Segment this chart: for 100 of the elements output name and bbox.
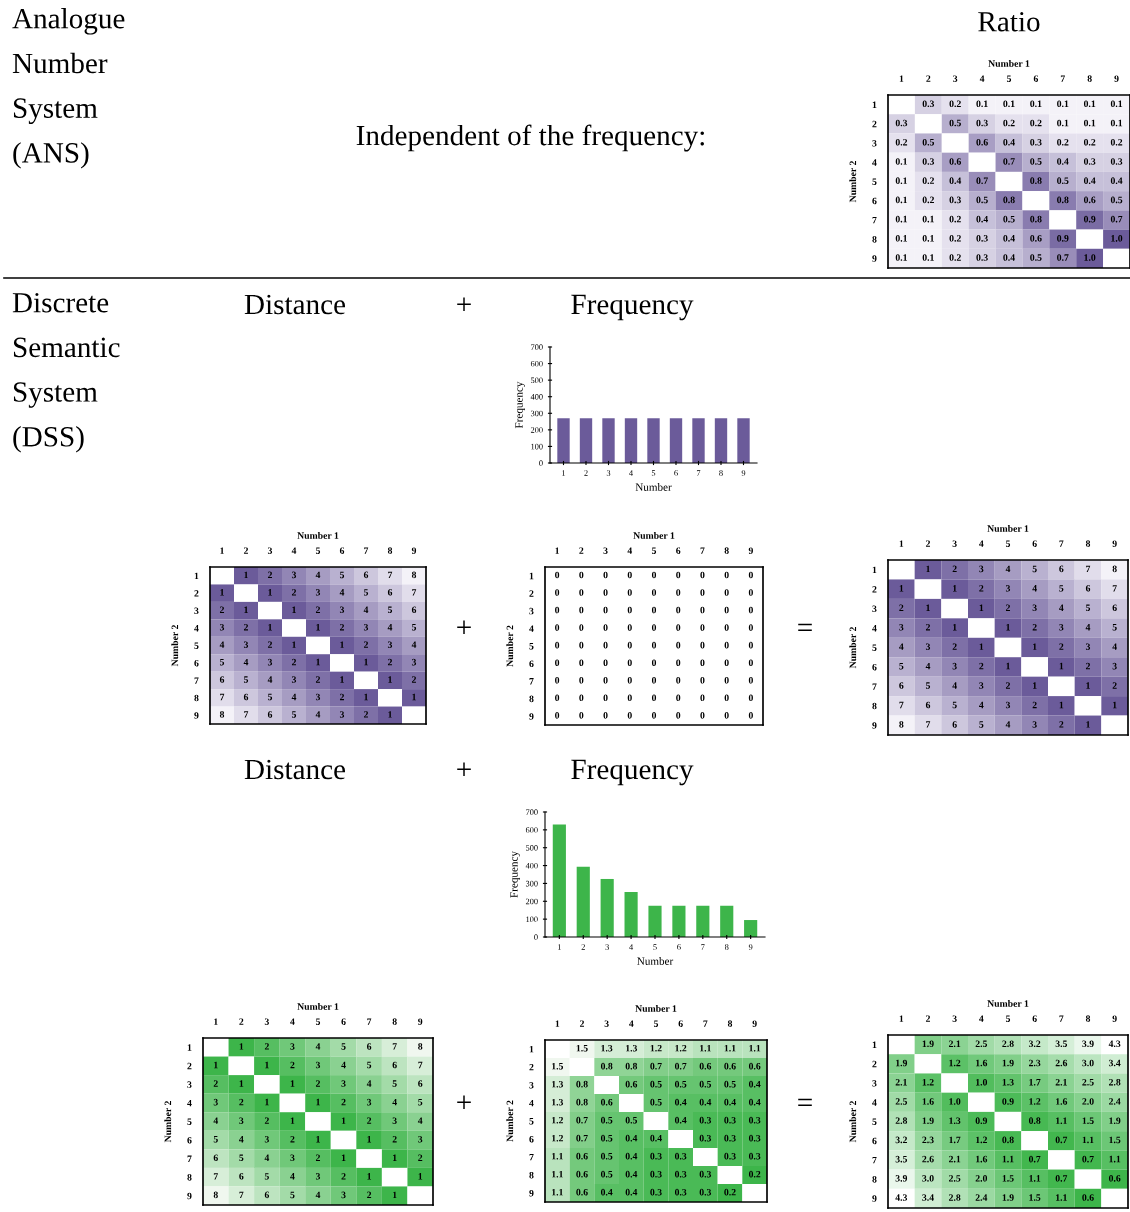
data-label: 0 [579,606,584,614]
data-label: 3 [213,1098,218,1106]
y-tick-label: 8 [872,1176,877,1183]
data-label: 0 [651,659,657,666]
data-label: 3 [291,676,297,683]
data-label: 0.1 [922,254,934,261]
data-label: 2.3 [1029,1059,1041,1067]
data-label: 2 [392,1135,397,1143]
y-tick-label: 1 [872,101,877,108]
y-tick-label: 700 [526,809,538,815]
data-label: 0 [676,659,681,666]
data-label: 2.0 [1082,1098,1094,1105]
data-label: 1.1 [552,1188,563,1196]
data-label: 0.3 [724,1152,736,1160]
data-label: 0 [724,589,729,596]
data-label: 1.0 [1084,254,1096,261]
data-label: 4 [1059,604,1064,611]
data-label: 2.5 [1082,1078,1094,1086]
data-label: 0.6 [576,1170,588,1178]
data-label: 0.4 [1057,158,1069,165]
data-label: 0 [555,624,560,631]
data-label: 0.3 [650,1188,662,1196]
data-label: 0.5 [600,1116,613,1124]
data-label: 0.1 [895,158,908,165]
data-label: 0.1 [1003,100,1015,108]
data-label: 0 [748,641,753,649]
x-tick-label: 2 [579,547,584,554]
data-label: 2.5 [895,1098,908,1105]
data-label: 0 [555,589,560,596]
data-label: 3 [1032,604,1037,612]
y-tick-label: 6 [529,1135,534,1143]
x-tick-label: 1 [562,470,566,476]
data-label: 1.5 [1029,1194,1041,1201]
data-label: 0 [579,624,584,631]
data-label: 0 [700,571,705,579]
y-tick-label: 3 [529,1081,534,1089]
data-label: 6 [239,1173,244,1180]
data-label: 3 [339,606,345,614]
x-tick-label: 9 [748,547,753,554]
data-label: 3 [979,682,984,689]
data-label: 0.4 [625,1188,638,1196]
data-label: 0.4 [625,1170,638,1178]
data-label: 0 [676,676,681,684]
y-tick-label: 3 [872,605,877,613]
bar [696,905,710,937]
text: Discrete Semantic System (DSS) [12,292,120,453]
data-label: 2 [387,658,393,666]
x-tick-label: 7 [701,944,705,950]
data-label: 2 [290,1135,295,1143]
data-label: 0 [651,694,657,702]
data-label: 1 [1033,682,1037,689]
x-tick-label: 1 [214,1018,218,1025]
data-label: 3 [315,693,321,701]
x-tick-label: 8 [724,547,729,554]
x-tick-label: 8 [727,1020,733,1027]
data-label: 1.5 [1002,1175,1014,1182]
data-label: 1.9 [1109,1117,1121,1124]
data-label: 4 [1032,585,1037,592]
data-label: 2 [1112,682,1117,689]
x-tick-label: 5 [1005,1015,1011,1022]
data-label: 0.4 [724,1098,736,1106]
data-label: 1.6 [976,1155,988,1163]
data-label: 5 [264,1173,269,1180]
data-label: 1.5 [576,1044,588,1052]
y-tick-label: 1 [529,1045,534,1053]
data-label: 7 [1112,585,1117,592]
data-label: 0.9 [1083,215,1096,223]
data-label: 0.5 [976,196,988,204]
data-label: 0.7 [1057,254,1069,261]
data-label: 0 [579,589,584,596]
data-label: 3.2 [895,1136,907,1144]
data-label: 1.3 [1002,1078,1014,1086]
data-label: 1.1 [1082,1136,1094,1144]
y-tick-label: 7 [187,1155,192,1162]
data-label: 5 [291,711,297,718]
data-label: 2 [899,604,904,611]
x-tick-label: 5 [315,1018,321,1025]
text: = [798,623,812,631]
data-label: 0.5 [1110,196,1123,204]
y-tick-label: 1 [187,1044,192,1051]
data-label: 0 [748,624,753,631]
data-label: 0.2 [949,235,961,242]
data-label: 1 [239,1080,244,1087]
data-label: 3 [1005,585,1011,592]
data-label: 2.6 [1055,1059,1068,1067]
data-label: 1 [388,676,392,683]
bar [744,920,758,937]
y-tick-label: 8 [529,695,534,703]
data-label: 0 [603,676,608,684]
data-label: 1 [393,1191,397,1199]
data-label: 0 [651,589,657,596]
y-tick-label: 6 [872,197,877,205]
data-label: 3 [341,1191,346,1199]
data-label: 2 [264,1043,269,1050]
data-label: 2 [363,641,369,648]
data-label: 0 [700,606,705,614]
data-label: 1.3 [601,1044,613,1052]
data-label: 0.2 [949,215,961,223]
data-label: 0.3 [724,1116,736,1124]
bar [552,824,566,937]
